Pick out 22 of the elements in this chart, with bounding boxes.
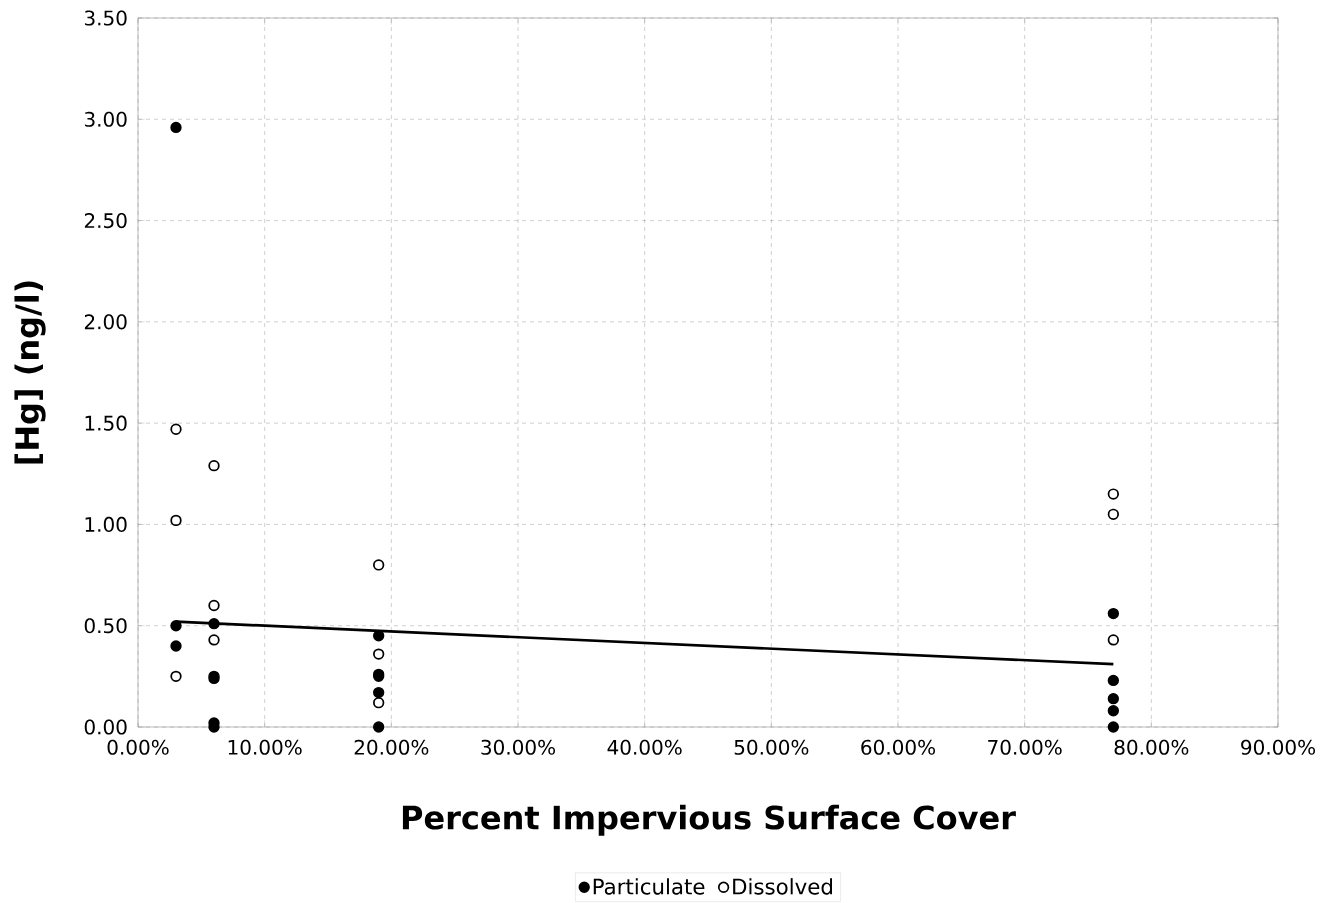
y-tick-label: 2.50 <box>84 213 127 229</box>
x-tick-label: 20.00% <box>354 739 429 755</box>
y-tick-label: 3.00 <box>84 111 127 127</box>
y-tick-label: 3.50 <box>84 10 127 26</box>
x-tick-label: 70.00% <box>988 739 1062 755</box>
y-tick-label: 1.50 <box>85 415 127 431</box>
legend-label: Particulate <box>593 878 705 895</box>
x-tick-label: 10.00% <box>228 739 302 755</box>
legend-label: Dissolved <box>733 878 832 895</box>
x-axis-title: Percent Impervious Surface Cover <box>402 804 1016 836</box>
x-tick-label: 30.00% <box>481 739 556 755</box>
x-tick-label: 90.00% <box>1241 739 1316 755</box>
x-tick-label: 0.00% <box>107 739 169 755</box>
x-tick-label: 60.00% <box>861 739 936 755</box>
y-tick-label: 0.50 <box>84 618 127 634</box>
x-tick-label: 50.00% <box>734 739 809 755</box>
y-tick-label: 1.00 <box>85 516 127 532</box>
y-axis-title: [Hg] (ng/l) <box>14 281 46 464</box>
y-tick-label: 0.00 <box>84 719 127 735</box>
x-tick-label: 80.00% <box>1114 739 1189 755</box>
x-tick-label: 40.00% <box>607 739 682 755</box>
y-tick-label: 2.00 <box>84 314 127 330</box>
